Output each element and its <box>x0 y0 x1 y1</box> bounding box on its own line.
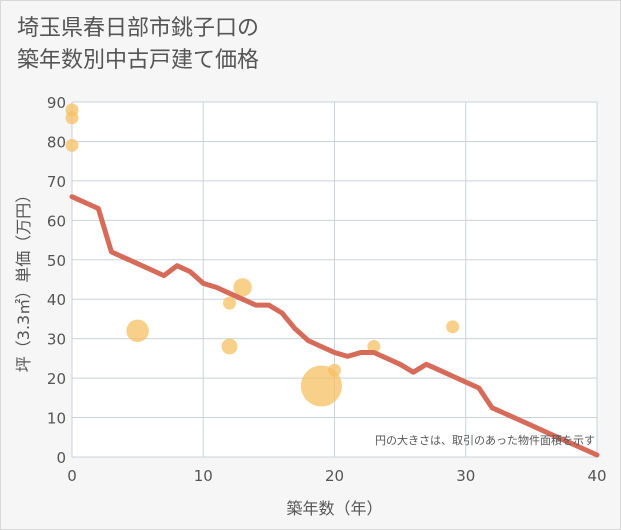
y-tick-label: 10 <box>47 410 66 428</box>
data-bubble <box>446 320 460 334</box>
y-tick-label: 70 <box>47 173 66 191</box>
x-axis-ticks: 0 10 20 30 40 <box>67 467 606 485</box>
x-tick-label: 40 <box>587 467 606 485</box>
y-axis-ticks: 0 10 20 30 40 50 60 70 80 90 <box>47 94 66 467</box>
data-bubble <box>223 296 236 310</box>
y-tick-label: 90 <box>47 94 66 112</box>
data-bubble <box>65 111 79 125</box>
y-tick-label: 0 <box>56 449 66 467</box>
trend-line <box>69 194 600 458</box>
data-bubble <box>65 138 79 152</box>
data-bubble <box>233 278 252 297</box>
data-bubble <box>328 363 341 377</box>
y-axis-title: 坪（3.3㎡）単価（万円） <box>14 187 33 372</box>
chart-title: 埼玉県春日部市銚子口の 築年数別中古戸建て価格 <box>17 13 259 77</box>
y-tick-label: 40 <box>47 291 66 309</box>
y-tick-label: 60 <box>47 212 66 230</box>
y-tick-label: 50 <box>47 252 66 270</box>
x-tick-label: 10 <box>194 467 213 485</box>
y-tick-label: 30 <box>47 331 66 349</box>
x-tick-label: 30 <box>456 467 475 485</box>
y-tick-label: 20 <box>47 370 66 388</box>
bubble-layer <box>65 103 460 407</box>
chart-title-line1: 埼玉県春日部市銚子口の <box>17 16 260 41</box>
x-tick-label: 20 <box>325 467 344 485</box>
data-bubble <box>221 338 238 355</box>
x-axis-title: 築年数（年） <box>286 499 382 518</box>
chart-title-line2: 築年数別中古戸建て価格 <box>17 48 260 73</box>
data-bubble <box>126 319 149 343</box>
data-bubble <box>367 340 381 354</box>
x-tick-label: 0 <box>67 467 77 485</box>
y-tick-label: 80 <box>47 133 66 151</box>
size-note: 円の大きさは、取引のあった物件面積を示す <box>375 433 595 447</box>
